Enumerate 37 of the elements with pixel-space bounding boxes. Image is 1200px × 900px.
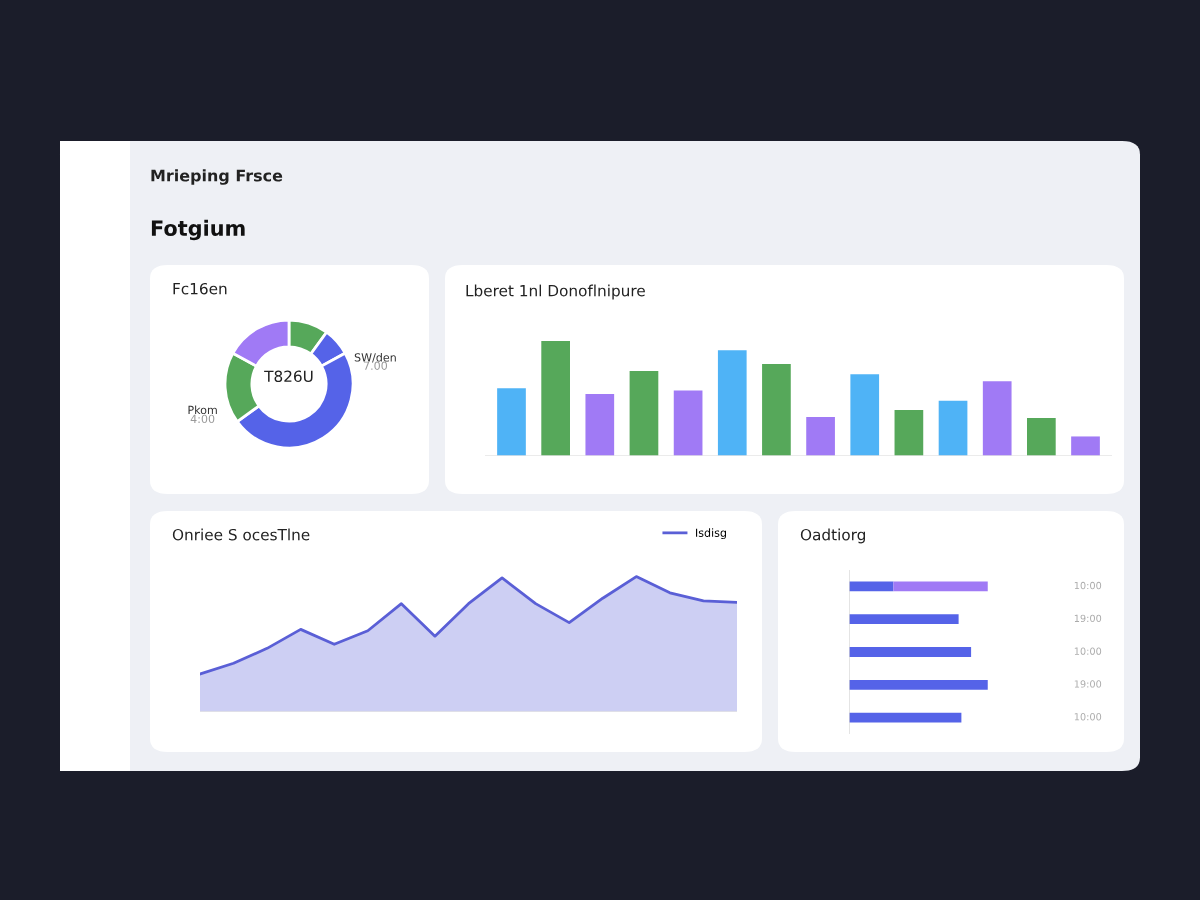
bar xyxy=(717,350,747,456)
text: Pkom xyxy=(188,405,217,415)
text: 19:00 xyxy=(1074,680,1102,688)
bar xyxy=(938,400,968,456)
bar xyxy=(585,393,615,456)
chart-title: Oadtiorg xyxy=(800,528,865,544)
chart-title: Onriee S ocesTlne xyxy=(172,528,310,541)
chart-title: Lberet 1nl Donoflnipure xyxy=(466,284,645,300)
bar xyxy=(849,647,972,657)
bar xyxy=(497,388,526,456)
bar xyxy=(850,374,880,456)
text: 10:00 xyxy=(1074,581,1102,590)
text: 10:00 xyxy=(1074,647,1102,655)
bar xyxy=(1071,436,1100,456)
text: 19:00 xyxy=(1074,614,1102,623)
bar xyxy=(849,581,894,592)
bar xyxy=(849,614,959,625)
text: SW/den xyxy=(354,353,396,363)
bar xyxy=(629,370,659,456)
legend-label: Isdisg xyxy=(696,528,726,540)
bar xyxy=(1027,418,1056,456)
bar xyxy=(893,581,988,592)
bar xyxy=(982,381,1012,456)
text: 4:00 xyxy=(190,414,215,424)
text: Mrieping Frsce xyxy=(151,169,283,185)
bar xyxy=(894,410,924,456)
text: 7.00 xyxy=(363,361,388,370)
chart-title: Fc16en xyxy=(173,282,227,295)
bar xyxy=(541,341,570,456)
bar xyxy=(849,712,962,723)
bar xyxy=(806,416,835,456)
text: Fotgium xyxy=(151,219,245,241)
bar xyxy=(762,364,791,456)
text: T826U xyxy=(264,370,313,383)
bar xyxy=(673,390,703,456)
text: 10:00 xyxy=(1074,713,1102,721)
bar xyxy=(849,679,988,690)
